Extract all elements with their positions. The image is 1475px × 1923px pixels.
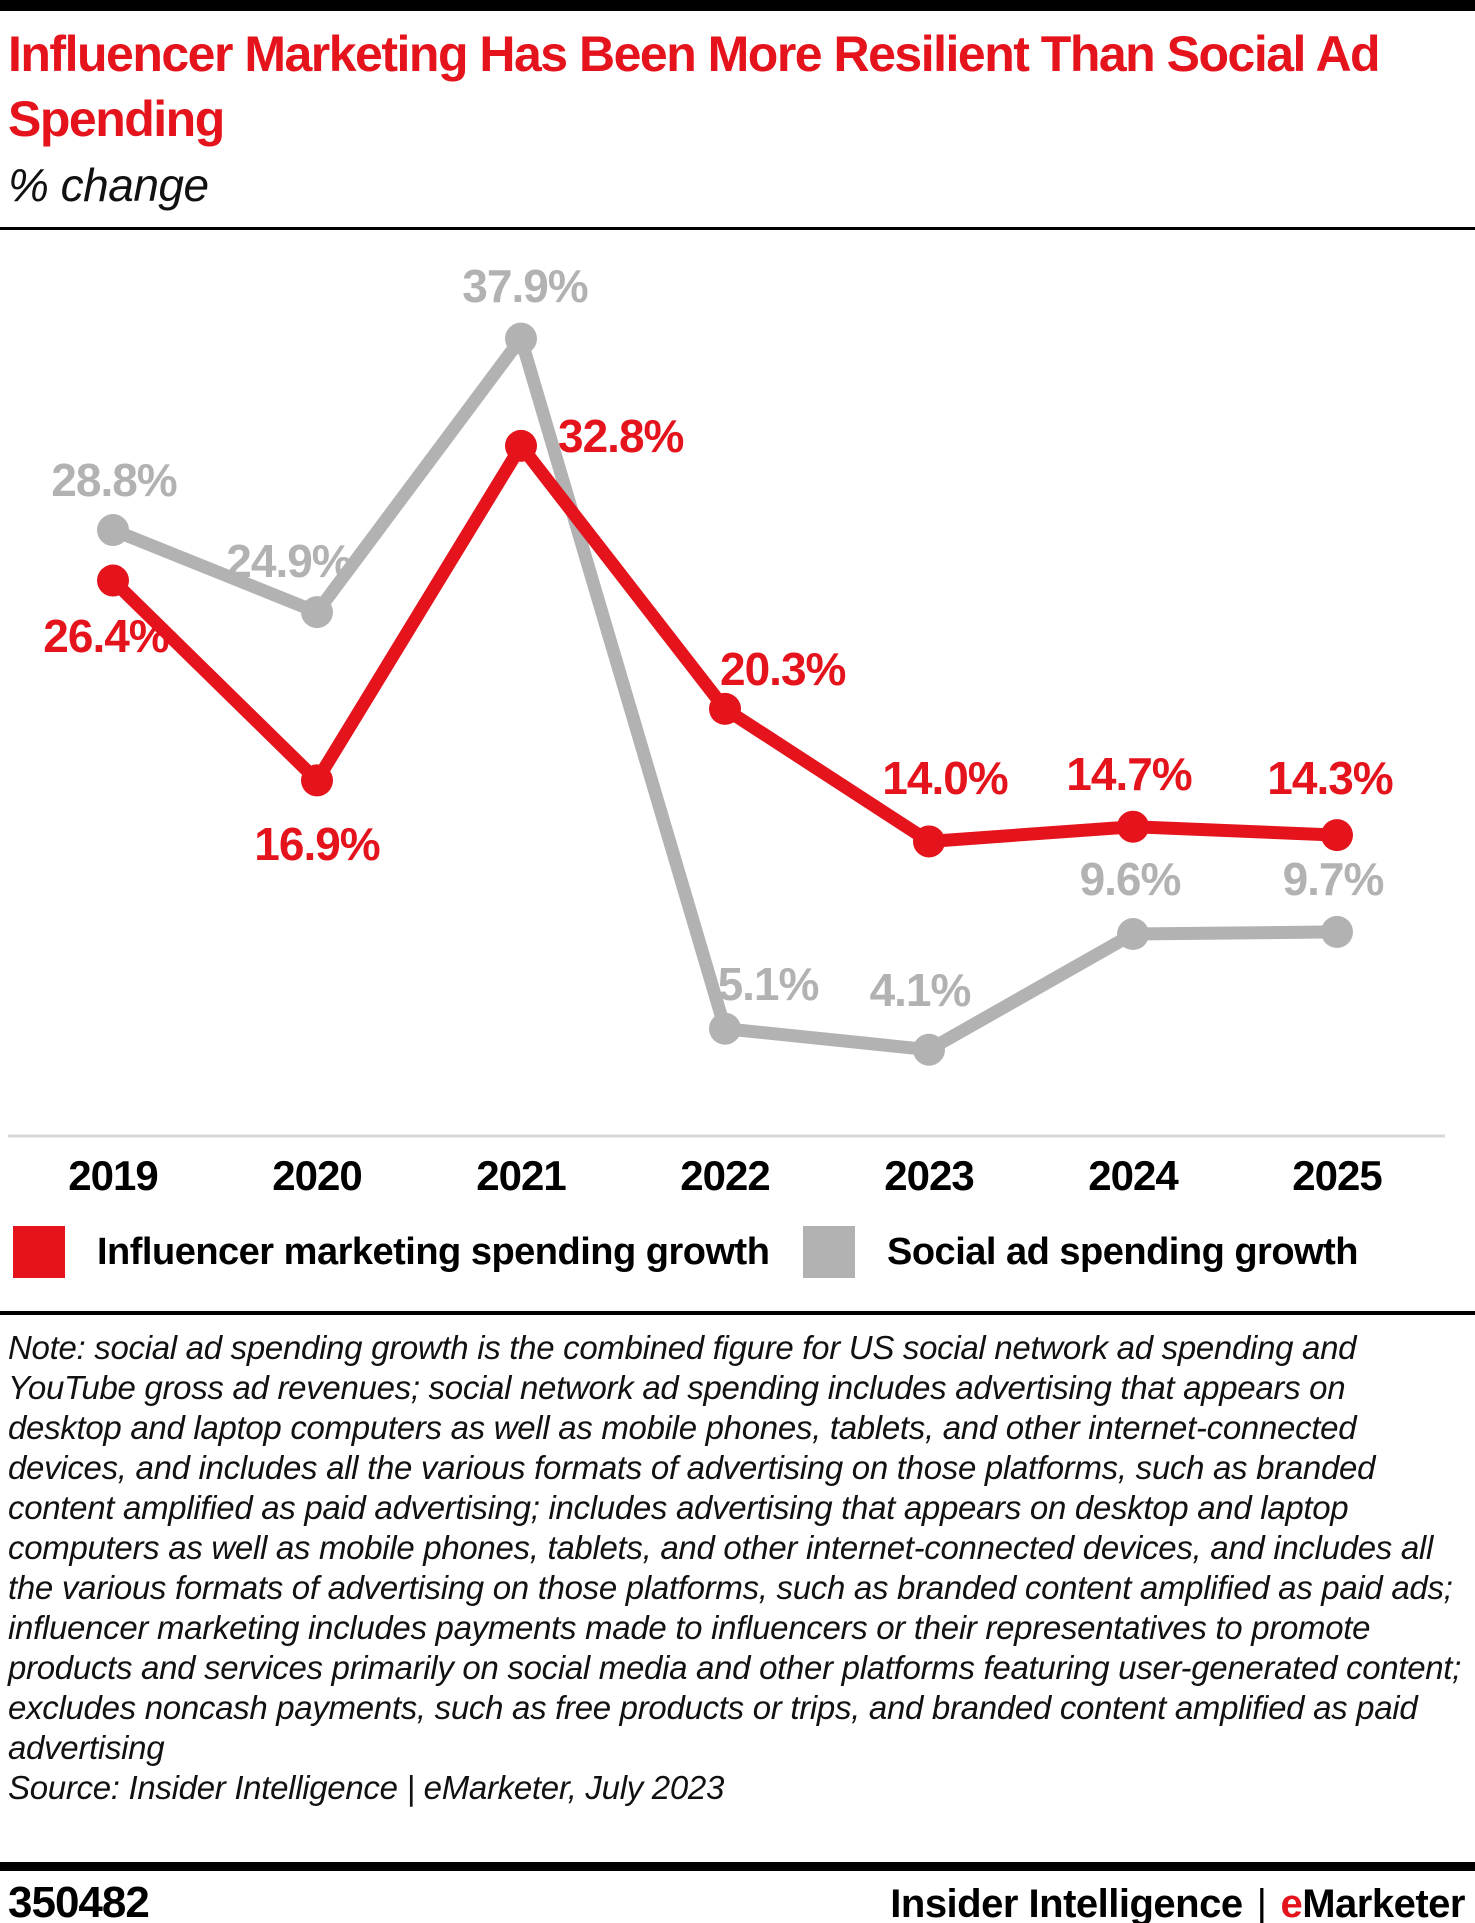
data-point	[913, 825, 945, 858]
source-text: Source: Insider Intelligence | eMarketer…	[8, 1769, 725, 1806]
legend-item-influencer: Influencer marketing spending growth	[13, 1226, 770, 1278]
footer-chart-id: 350482	[8, 1878, 150, 1923]
legend-label-influencer: Influencer marketing spending growth	[97, 1230, 770, 1273]
data-label: 24.9%	[226, 535, 352, 587]
data-point	[1321, 819, 1353, 852]
x-axis-label: 2022	[680, 1152, 769, 1199]
x-axis-label: 2023	[884, 1152, 973, 1199]
data-label: 37.9%	[462, 260, 588, 312]
data-point	[913, 1033, 945, 1066]
brand-separator: |	[1256, 1882, 1267, 1923]
chart-subtitle: % change	[8, 159, 209, 211]
brand-left: Insider Intelligence	[890, 1882, 1243, 1923]
brand-accent-letter: e	[1280, 1882, 1303, 1923]
data-point	[97, 564, 129, 597]
footer-rule	[0, 1862, 1475, 1871]
data-label: 14.3%	[1267, 752, 1393, 804]
data-point	[505, 429, 537, 462]
data-point	[709, 1012, 741, 1045]
legend: Influencer marketing spending growth Soc…	[0, 1226, 1475, 1286]
x-axis-label: 2024	[1088, 1152, 1179, 1199]
line-chart: 2019 2020 2021 2022 2023 2024 2025 28.8% 24.9% 37…	[8, 260, 1445, 1199]
data-label: 14.0%	[882, 752, 1008, 804]
data-point	[1117, 918, 1149, 951]
legend-swatch-social	[803, 1226, 855, 1278]
top-rule	[0, 0, 1475, 11]
data-label: 20.3%	[720, 643, 846, 695]
legend-label-social: Social ad spending growth	[887, 1230, 1358, 1273]
x-axis-label: 2020	[272, 1152, 361, 1199]
data-point	[1117, 810, 1149, 843]
data-label: 32.8%	[558, 410, 684, 462]
legend-swatch-influencer	[13, 1226, 65, 1278]
data-label: 5.1%	[718, 958, 819, 1010]
data-point	[709, 692, 741, 725]
data-label: 4.1%	[870, 964, 971, 1016]
footer-brand: Insider Intelligence | eMarketer	[890, 1882, 1465, 1923]
note-block: Note: social ad spending growth is the c…	[8, 1328, 1467, 1808]
data-point	[301, 764, 333, 797]
data-point	[505, 322, 537, 355]
data-point	[301, 596, 333, 629]
data-label: 14.7%	[1066, 748, 1192, 800]
x-axis-label: 2021	[476, 1152, 566, 1199]
data-point	[1321, 915, 1353, 948]
brand-rest: Marketer	[1302, 1882, 1465, 1923]
data-label: 9.6%	[1080, 853, 1181, 905]
page-title: Influencer Marketing Has Been More Resil…	[8, 26, 1381, 147]
data-label: 9.7%	[1283, 853, 1384, 905]
data-label: 26.4%	[43, 610, 169, 662]
x-axis-label: 2025	[1292, 1152, 1382, 1199]
legend-item-social: Social ad spending growth	[803, 1226, 1358, 1278]
data-point	[97, 514, 129, 547]
data-label: 16.9%	[254, 818, 380, 870]
legend-divider	[0, 1311, 1475, 1315]
title-divider	[0, 227, 1475, 230]
note-text: Note: social ad spending growth is the c…	[8, 1329, 1462, 1766]
data-label: 28.8%	[51, 454, 177, 506]
x-axis-label: 2019	[68, 1152, 157, 1199]
